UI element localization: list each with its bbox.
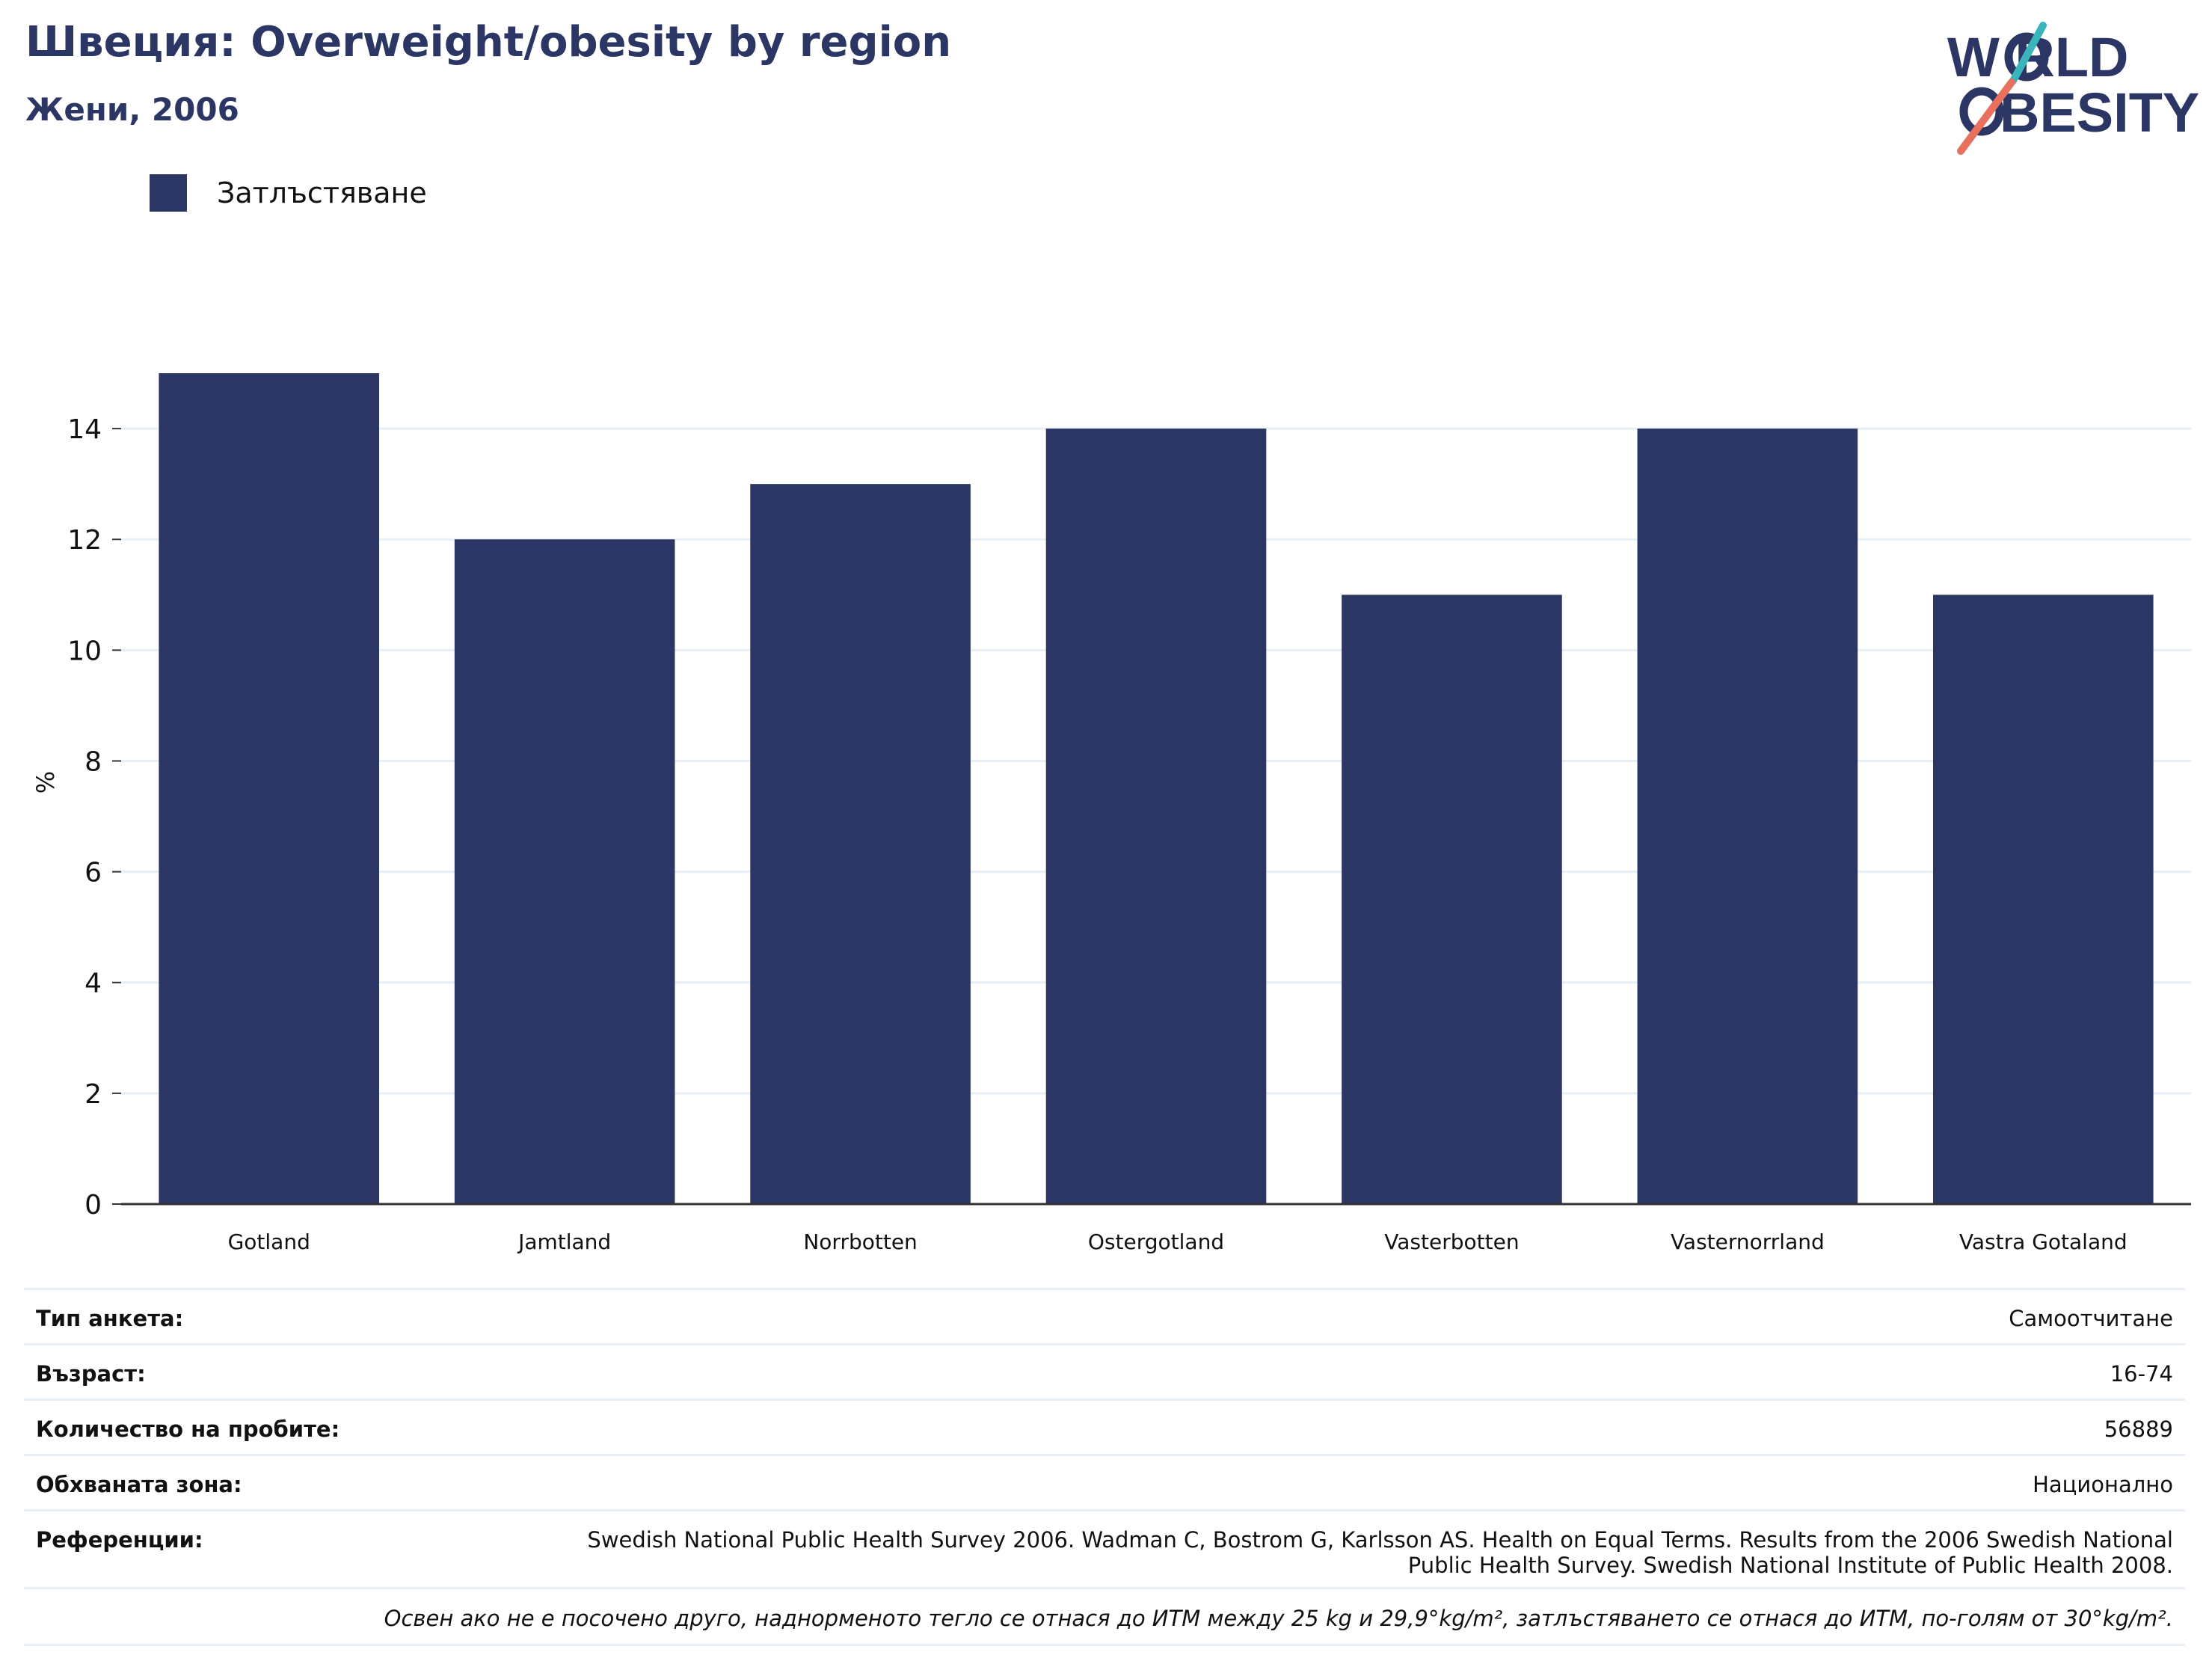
y-tick-label: 2 bbox=[85, 1079, 102, 1110]
bar-vasterbotten bbox=[1342, 595, 1562, 1204]
x-tick-label: Ostergotland bbox=[1088, 1230, 1224, 1254]
info-footnote: Освен ако не е посочено друго, наднормен… bbox=[24, 1587, 2185, 1646]
y-tick-label: 14 bbox=[67, 414, 102, 445]
legend-label: Затлъстяване bbox=[217, 176, 427, 209]
x-tick-label: Jamtland bbox=[517, 1230, 611, 1254]
logo-o-top bbox=[2004, 32, 2049, 82]
x-tick-label: Vastra Gotaland bbox=[1959, 1230, 2127, 1254]
info-value: 16-74 bbox=[2110, 1361, 2173, 1387]
logo-o-bottom bbox=[1959, 87, 2004, 136]
info-row-survey-type: Тип анкета: Самоотчитане bbox=[24, 1288, 2185, 1343]
chart-title: Швеция: Overweight/obesity by region bbox=[25, 18, 952, 67]
info-key: Количество на пробите: bbox=[36, 1416, 340, 1442]
bar-ostergotland bbox=[1045, 429, 1267, 1204]
y-tick-label: 0 bbox=[85, 1190, 102, 1221]
x-tick-label: Norrbotten bbox=[803, 1230, 917, 1254]
info-row-age: Възраст: 16-74 bbox=[24, 1343, 2185, 1399]
info-row-sample-size: Количество на пробите: 56889 bbox=[24, 1399, 2185, 1454]
info-key: Референции: bbox=[36, 1527, 203, 1553]
chart-subtitle: Жени, 2006 bbox=[25, 91, 239, 128]
logo-line2: BESITY bbox=[2000, 82, 2199, 144]
info-value: 56889 bbox=[2104, 1416, 2173, 1442]
bar-jamtland bbox=[454, 539, 675, 1204]
x-tick-label: Gotland bbox=[228, 1230, 310, 1254]
world-obesity-logo: W RLD BESITY bbox=[1947, 22, 2199, 155]
logo-slash-teal bbox=[2009, 22, 2047, 85]
y-tick-label: 6 bbox=[85, 858, 102, 888]
info-value: Самоотчитане bbox=[2009, 1306, 2173, 1331]
info-value: Swedish National Public Health Survey 20… bbox=[587, 1527, 2173, 1578]
y-tick-label: 12 bbox=[67, 525, 102, 556]
info-key: Възраст: bbox=[36, 1361, 146, 1387]
legend-swatch bbox=[150, 174, 187, 212]
info-row-area: Обхваната зона: Национално bbox=[24, 1454, 2185, 1509]
bar-norrbotten bbox=[750, 484, 971, 1204]
bar-gotland bbox=[159, 373, 380, 1205]
info-table: Тип анкета: Самоотчитане Възраст: 16-74 … bbox=[24, 1288, 2185, 1646]
y-axis-label: % bbox=[31, 771, 60, 793]
y-tick-label: 8 bbox=[85, 746, 102, 777]
y-tick-label: 10 bbox=[67, 636, 102, 666]
y-tick-label: 4 bbox=[85, 968, 102, 999]
info-key: Тип анкета: bbox=[36, 1306, 184, 1331]
legend: Затлъстяване bbox=[150, 174, 427, 212]
bar-vasternorrland bbox=[1637, 429, 1858, 1204]
x-tick-label: Vasterbotten bbox=[1384, 1230, 1519, 1254]
logo-slash-coral bbox=[1957, 79, 2015, 155]
info-key: Обхваната зона: bbox=[36, 1472, 242, 1497]
bar-vastra-gotaland bbox=[1932, 595, 2154, 1204]
bar-chart: 0 2 4 6 8 10 12 14% Gotland Jamtland Norrbotten Ost… bbox=[31, 373, 2191, 1254]
info-row-references: Референции: Swedish National Public Heal… bbox=[24, 1509, 2185, 1587]
info-value: Национално bbox=[2033, 1472, 2173, 1497]
x-tick-label: Vasternorrland bbox=[1671, 1230, 1825, 1254]
